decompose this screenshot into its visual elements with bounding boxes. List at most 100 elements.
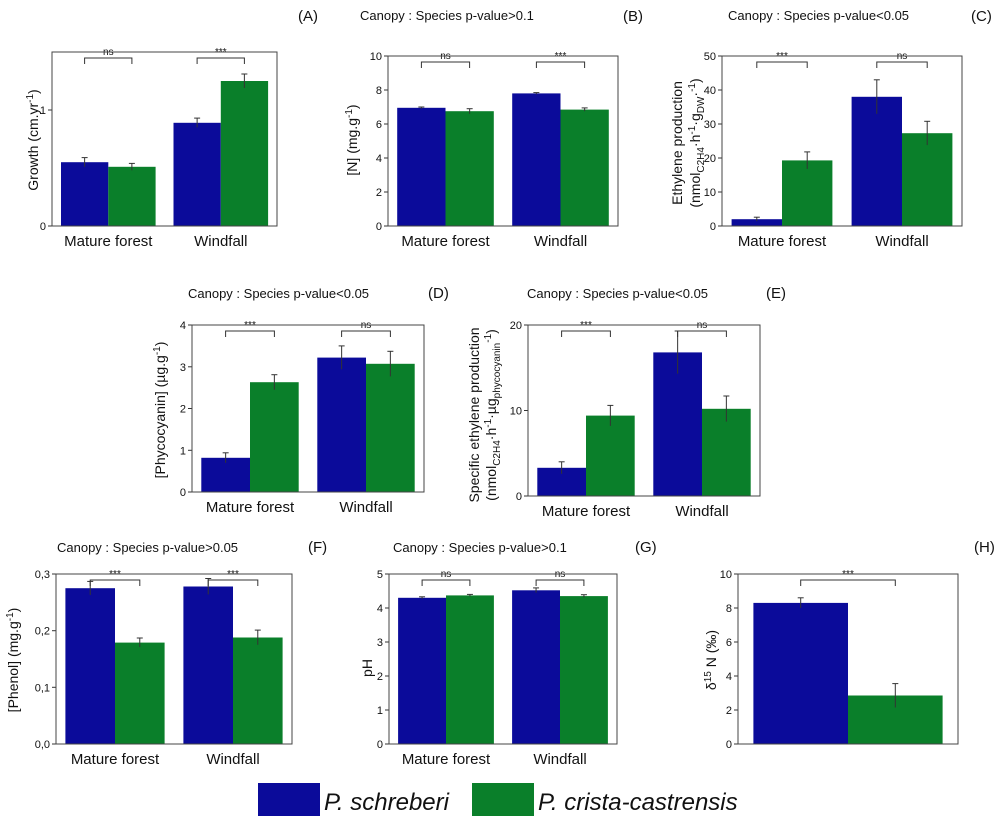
panel-c-title: Canopy : Species p-value<0.05 xyxy=(728,8,909,23)
panel-a-axes-frame xyxy=(51,51,278,227)
panel-d-ytick-label-3: 3 xyxy=(180,362,186,374)
panel-a-category-label-2: Windfall xyxy=(194,233,247,250)
panel-g-bar-schreberi-2 xyxy=(512,590,560,744)
panel-b-category-label-2: Windfall xyxy=(534,233,587,250)
panel-b-axes-frame xyxy=(387,55,619,227)
panel-f-ytick-label-0: 0,0 xyxy=(35,739,50,751)
panel-b-letter: (B) xyxy=(623,8,643,25)
panel-c-ytick-label-0: 0 xyxy=(710,221,716,233)
panel-c-ylabel: Ethylene production xyxy=(669,81,685,205)
panel-c-category-label-1: Mature forest xyxy=(738,233,827,250)
panel-d-bracket-1 xyxy=(225,330,275,337)
panel-d-category-label-1: Mature forest xyxy=(206,499,295,516)
panel-e-ylabel: Specific ethylene production xyxy=(466,327,482,502)
panel-a-ylabel: Growth (cm.yr-1) xyxy=(25,89,41,190)
panel-g: Canopy : Species p-value>0.1 (G) pH Matu… xyxy=(359,539,657,768)
panel-g-title: Canopy : Species p-value>0.1 xyxy=(393,540,567,555)
panel-f-ytick-label-2: 0,2 xyxy=(35,626,50,638)
panel-g-bar-crista-castrensis-2 xyxy=(560,596,608,744)
panel-d-letter: (D) xyxy=(428,285,449,302)
panel-a-bar-crista-castrensis-2 xyxy=(220,81,269,226)
panel-d: Canopy : Species p-value<0.05 (D) [Phyco… xyxy=(152,285,449,516)
panel-g-ylabel: pH xyxy=(359,659,375,677)
panel-f: Canopy : Species p-value>0.05 (F) [Pheno… xyxy=(5,539,327,768)
panel-g-axes-frame xyxy=(388,573,618,745)
legend: P. schreberi P. crista-castrensis xyxy=(258,783,738,816)
panel-d-axes-frame xyxy=(191,324,425,493)
panel-c-bracket-2 xyxy=(876,61,928,68)
panel-b-bracket-1 xyxy=(420,61,471,68)
panel-d-bar-crista-castrensis-1 xyxy=(250,382,299,492)
panel-f-title: Canopy : Species p-value>0.05 xyxy=(57,540,238,555)
panel-a-ytick-label-1: 1 xyxy=(40,105,46,117)
panel-e-ytick-label-1: 10 xyxy=(510,406,522,418)
panel-b-ytick-label-5: 10 xyxy=(370,51,382,63)
panel-b-title: Canopy : Species p-value>0.1 xyxy=(360,8,534,23)
panel-e-bar-crista-castrensis-1 xyxy=(586,415,635,496)
panel-d-ytick-label-4: 4 xyxy=(180,320,186,332)
panel-d-ylabel: [Phycocyanin] (µg.g-1) xyxy=(152,342,168,479)
panel-f-category-label-2: Windfall xyxy=(206,751,259,768)
panel-a-bracket-1 xyxy=(84,57,133,64)
panel-e-ylabel-units: (nmolC2H4·h-1·µgphycocyanin-1) xyxy=(483,329,503,501)
panel-g-bracket-1 xyxy=(421,579,471,586)
panel-f-letter: (F) xyxy=(308,539,327,556)
panel-b-bracket-2 xyxy=(535,61,586,68)
panel-c-bar-schreberi-1 xyxy=(731,219,782,226)
panel-f-ylabel: [Phenol] (mg.g-1) xyxy=(5,608,21,713)
panel-a-bar-schreberi-2 xyxy=(173,122,221,226)
panel-c-ytick-label-2: 20 xyxy=(704,153,716,165)
panel-d-bar-schreberi-2 xyxy=(317,357,366,492)
panel-d-ytick-label-0: 0 xyxy=(180,487,186,499)
panel-h-ytick-label-3: 6 xyxy=(726,637,732,649)
panel-c-letter: (C) xyxy=(971,8,992,25)
panel-f-category-label-1: Mature forest xyxy=(71,751,160,768)
panel-h-ytick-label-2: 4 xyxy=(726,671,732,683)
panel-e-bracket-1 xyxy=(561,330,611,337)
panel-g-ytick-label-0: 0 xyxy=(377,739,383,751)
legend-label-crista-castrensis: P. crista-castrensis xyxy=(538,789,738,816)
panel-b-bar-schreberi-1 xyxy=(397,107,446,226)
panel-b-ylabel: [N] (mg.g-1) xyxy=(344,104,360,175)
panel-h-axes-frame xyxy=(737,573,959,745)
panel-c-axes-frame xyxy=(721,55,963,227)
panel-d-bar-schreberi-1 xyxy=(201,457,250,492)
panel-g-bracket-2 xyxy=(535,579,585,586)
panel-g-ytick-label-4: 4 xyxy=(377,603,383,615)
panel-f-bar-schreberi-1 xyxy=(65,588,115,744)
panel-e-bracket-2 xyxy=(677,330,727,337)
panel-c-category-label-2: Windfall xyxy=(875,233,928,250)
panel-c-ytick-label-3: 30 xyxy=(704,119,716,131)
panel-c-ytick-label-1: 10 xyxy=(704,187,716,199)
panel-e-title: Canopy : Species p-value<0.05 xyxy=(527,286,708,301)
legend-swatch-crista-castrensis xyxy=(472,783,534,816)
panel-f-bracket-2 xyxy=(207,579,259,586)
panel-f-axes-frame xyxy=(55,573,293,745)
panel-h-bracket-1 xyxy=(800,579,896,586)
panel-e-bar-schreberi-2 xyxy=(653,352,702,496)
panel-a-letter: (A) xyxy=(298,8,318,25)
panel-b-ytick-label-0: 0 xyxy=(376,221,382,233)
panel-h-bar-schreberi-1 xyxy=(753,602,848,744)
panel-d-category-label-2: Windfall xyxy=(339,499,392,516)
panel-c-bar-crista-castrensis-2 xyxy=(902,133,953,226)
panel-e-axes-frame xyxy=(527,324,761,497)
panel-b-ytick-label-3: 6 xyxy=(376,119,382,131)
legend-label-schreberi: P. schreberi xyxy=(324,789,450,816)
panel-g-ytick-label-5: 5 xyxy=(377,569,383,581)
panel-f-plot: Mature forest***Windfall***0,00,10,20,3 xyxy=(35,569,293,768)
panel-g-ytick-label-1: 1 xyxy=(377,705,383,717)
panel-e-ytick-label-2: 20 xyxy=(510,320,522,332)
panel-a-bar-schreberi-1 xyxy=(61,162,109,226)
panel-d-bracket-2 xyxy=(341,330,391,337)
panel-f-bar-schreberi-2 xyxy=(183,586,233,744)
panel-d-title: Canopy : Species p-value<0.05 xyxy=(188,286,369,301)
panel-b-bar-schreberi-2 xyxy=(512,93,561,227)
